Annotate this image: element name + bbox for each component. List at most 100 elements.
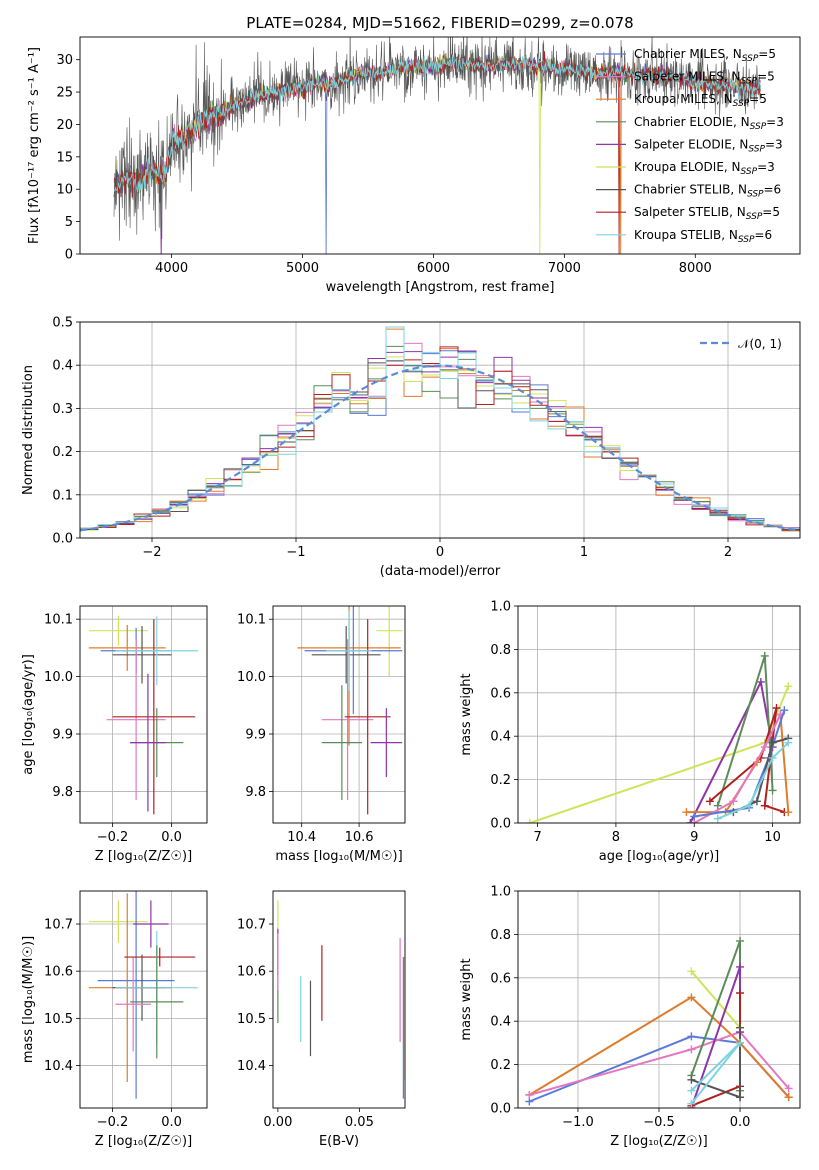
y-tick-label: 10.4 bbox=[237, 1059, 266, 1074]
y-tick-label: 10.0 bbox=[44, 670, 73, 685]
y-tick-label: 30 bbox=[56, 53, 73, 68]
x-tick-label: 0.05 bbox=[345, 1115, 374, 1130]
x-tick-label: 0.00 bbox=[263, 1115, 292, 1130]
y-tick-label: 10.6 bbox=[44, 965, 73, 980]
y-tick-label: 10.5 bbox=[237, 1012, 266, 1027]
weight-marker bbox=[780, 706, 789, 715]
weight-marker bbox=[687, 1045, 696, 1054]
error-bar-point bbox=[321, 639, 374, 801]
y-tick-label: 10.4 bbox=[44, 1059, 73, 1074]
x-tick-label: −1.0 bbox=[562, 1115, 594, 1130]
axes-mass-vs-ebv: 0.00 0.05 10.4 10.5 10.6 10.7 E(B-V) bbox=[237, 890, 406, 1149]
weight-marker bbox=[772, 703, 781, 712]
x-tick-label: 2 bbox=[724, 545, 732, 560]
weight-marker bbox=[760, 801, 769, 810]
y-tick-label: 0.4 bbox=[52, 359, 73, 374]
x-tick-label: 0.0 bbox=[161, 1115, 182, 1130]
x-tick-label: 8 bbox=[612, 830, 620, 845]
x-tick-label: 0 bbox=[436, 545, 444, 560]
weight-series bbox=[687, 1038, 745, 1108]
weight-series bbox=[713, 651, 777, 810]
y-tick-label: 1.0 bbox=[490, 600, 511, 615]
weight-marker bbox=[768, 738, 777, 747]
legend-entry: Chabrier MILES, NSSP=5 bbox=[634, 47, 776, 64]
y-tick-label: 10.5 bbox=[44, 1012, 73, 1027]
error-bar-point bbox=[124, 947, 196, 967]
legend-entry: Kroupa ELODIE, NSSP=3 bbox=[634, 160, 775, 177]
x-tick-label: 9 bbox=[690, 830, 698, 845]
legend-entry: Salpeter ELODIE, NSSP=3 bbox=[634, 137, 783, 154]
y-tick-label: 9.9 bbox=[245, 728, 266, 743]
axes-residual-hist: −2 −1 0 1 2 0.0 0.1 0.2 0.3 0.4 0.5 (data-model)/er… bbox=[21, 316, 801, 579]
y-tick-label: 0.2 bbox=[490, 1058, 511, 1073]
error-bar-point bbox=[376, 606, 403, 677]
x-axis-label: Z [log₁₀(Z/Z☉)] bbox=[95, 1134, 192, 1149]
x-axis-label: (data-model)/error bbox=[380, 564, 501, 579]
y-tick-label: 10.7 bbox=[44, 918, 73, 933]
x-axis-label: wavelength [Angstrom, rest frame] bbox=[326, 280, 555, 295]
y-axis-label: Flux [fλ10⁻¹⁷ erg cm⁻² s⁻¹ A⁻¹] bbox=[27, 47, 42, 244]
weight-series bbox=[690, 710, 785, 823]
weight-marker bbox=[736, 1093, 745, 1102]
error-bar-point bbox=[130, 673, 166, 812]
plot-area-mass-vs-Z bbox=[88, 891, 199, 1099]
error-bar-point bbox=[370, 708, 403, 778]
x-tick-label: −0.5 bbox=[643, 1115, 675, 1130]
x-tick-label: 10.6 bbox=[345, 830, 374, 845]
weight-marker bbox=[760, 651, 769, 660]
weight-marker bbox=[713, 801, 722, 810]
error-bar-point bbox=[130, 945, 184, 1059]
plot-area-spectrum bbox=[113, 37, 761, 254]
error-bar-point bbox=[97, 891, 175, 1099]
x-axis-label: Z [log₁₀(Z/Z☉)] bbox=[610, 1134, 707, 1149]
spectrum-legend: Chabrier MILES, NSSP=5 Salpeter MILES, NS… bbox=[596, 47, 784, 245]
error-bar-point bbox=[88, 624, 166, 671]
error-bar-point bbox=[112, 619, 196, 815]
y-tick-label: 10.1 bbox=[237, 613, 266, 628]
y-tick-label: 9.9 bbox=[52, 728, 73, 743]
axes-age-vs-Z: −0.2 0.0 9.8 9.9 10.0 10.1 Z [log₁₀(Z/Z☉)] age … bbox=[21, 605, 208, 864]
y-axis-label: mass weight bbox=[459, 958, 474, 1040]
weight-series bbox=[687, 1023, 745, 1102]
weight-line bbox=[717, 741, 789, 820]
y-tick-label: 0.3 bbox=[52, 402, 73, 417]
weight-marker bbox=[687, 1099, 696, 1108]
error-bar-point bbox=[344, 619, 391, 815]
legend-entry: Salpeter STELIB, NSSP=5 bbox=[634, 205, 780, 222]
weight-marker bbox=[745, 801, 754, 810]
y-tick-label: 9.8 bbox=[52, 785, 73, 800]
error-bar-point bbox=[88, 615, 148, 646]
x-axis-label: E(B-V) bbox=[319, 1134, 359, 1149]
error-bar-point bbox=[115, 957, 151, 1052]
axes-frame bbox=[272, 605, 406, 824]
x-tick-label: 0.0 bbox=[161, 830, 182, 845]
weight-marker bbox=[768, 786, 777, 795]
y-tick-label: 0 bbox=[65, 248, 73, 263]
x-tick-label: −1 bbox=[286, 545, 305, 560]
error-bar-point bbox=[321, 685, 362, 801]
legend-entry: Kroupa STELIB, NSSP=6 bbox=[634, 228, 772, 245]
weight-marker bbox=[736, 962, 745, 971]
weight-series bbox=[713, 738, 793, 823]
x-tick-label: 10 bbox=[764, 830, 781, 845]
plot-area-mass-vs-ebv bbox=[277, 900, 405, 1099]
plot-area-mass-weight-vs-Z bbox=[525, 936, 793, 1108]
y-tick-label: 0.4 bbox=[490, 730, 511, 745]
weight-marker bbox=[736, 1023, 745, 1032]
x-tick-label: −0.2 bbox=[97, 1115, 129, 1130]
weight-line bbox=[716, 655, 774, 806]
y-tick-label: 0.8 bbox=[490, 928, 511, 943]
legend-entry: 𝒩(0, 1) bbox=[738, 337, 782, 351]
weight-marker bbox=[686, 819, 695, 823]
y-tick-label: 0.6 bbox=[490, 971, 511, 986]
weight-marker bbox=[784, 1093, 793, 1102]
plot-area-age-vs-Z bbox=[88, 615, 199, 815]
axes-frame bbox=[517, 605, 801, 824]
y-tick-label: 0.0 bbox=[490, 817, 511, 832]
weight-marker bbox=[784, 738, 793, 747]
x-tick-label: 8000 bbox=[679, 261, 712, 276]
x-tick-label: 1 bbox=[580, 545, 588, 560]
weight-marker bbox=[768, 753, 777, 762]
error-bar-point bbox=[311, 626, 381, 684]
weight-marker bbox=[784, 808, 793, 817]
